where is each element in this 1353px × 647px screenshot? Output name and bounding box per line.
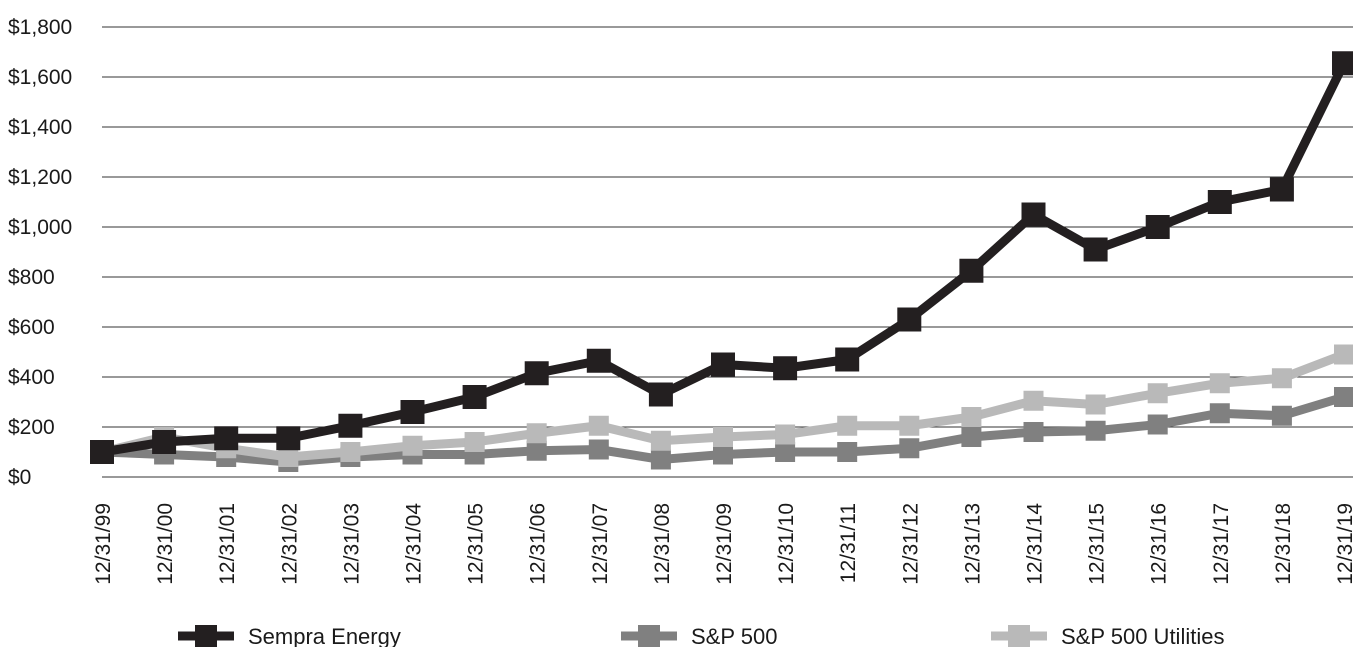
y-tick-label: $800 — [8, 266, 55, 289]
data-point — [1021, 202, 1046, 227]
y-tick-label: $1,200 — [8, 166, 72, 189]
data-point — [462, 385, 487, 409]
data-point — [961, 427, 982, 447]
data-point — [775, 442, 796, 462]
y-tick-label: $1,400 — [8, 116, 72, 139]
x-tick-label: 12/31/08 — [651, 503, 674, 585]
data-point — [837, 442, 858, 462]
data-point — [650, 449, 671, 470]
data-point — [650, 430, 671, 451]
legend-item: S&P 500 Utilities — [991, 624, 1224, 647]
legend-item: Sempra Energy — [178, 624, 401, 647]
data-point — [1332, 51, 1353, 76]
data-point — [835, 347, 860, 372]
legend-swatch-marker — [1008, 625, 1030, 647]
y-tick-label: $600 — [8, 316, 55, 339]
x-tick-label: 12/31/99 — [92, 503, 115, 585]
data-point — [586, 348, 611, 373]
data-point — [837, 415, 858, 436]
data-point — [340, 442, 361, 462]
y-tick-label: $1,000 — [8, 216, 72, 239]
x-tick-label: 12/31/13 — [961, 503, 984, 585]
x-tick-label: 12/31/15 — [1086, 503, 1109, 585]
data-point — [464, 432, 485, 452]
y-tick-label: $1,800 — [8, 16, 72, 39]
data-point — [1271, 368, 1292, 389]
data-point — [1023, 390, 1044, 411]
x-tick-label: 12/31/03 — [340, 503, 363, 585]
x-tick-label: 12/31/01 — [216, 503, 239, 585]
x-tick-label: 12/31/06 — [527, 503, 550, 585]
x-tick-label: 12/31/02 — [278, 503, 301, 585]
x-tick-label: 12/31/07 — [589, 503, 612, 585]
x-tick-label: 12/31/12 — [899, 503, 922, 585]
data-point — [526, 440, 547, 461]
x-tick-label: 12/31/04 — [403, 503, 426, 585]
x-tick-label: 12/31/14 — [1024, 503, 1047, 585]
x-tick-label: 12/31/16 — [1148, 503, 1171, 585]
data-point — [899, 415, 920, 436]
data-point — [276, 426, 301, 451]
data-point — [588, 415, 609, 436]
x-tick-label: 12/31/00 — [154, 503, 177, 585]
data-point — [1083, 237, 1108, 262]
legend-item: S&P 500 — [621, 624, 777, 647]
data-point — [897, 307, 922, 332]
legend-label: S&P 500 Utilities — [1061, 624, 1224, 647]
data-point — [1209, 403, 1230, 424]
legend-label: S&P 500 — [691, 624, 777, 647]
data-point — [959, 258, 984, 283]
data-point — [775, 424, 796, 445]
data-point — [1334, 387, 1353, 407]
data-point — [90, 440, 114, 464]
data-point — [899, 438, 920, 459]
x-tick-label: 12/31/10 — [775, 503, 798, 585]
data-point — [1085, 420, 1106, 441]
legend-swatch-marker — [638, 625, 660, 647]
data-point — [400, 400, 425, 424]
y-tick-label: $400 — [8, 366, 55, 389]
x-tick-label: 12/31/19 — [1334, 503, 1353, 585]
x-tick-label: 12/31/18 — [1272, 503, 1295, 585]
data-point — [588, 439, 609, 460]
data-point — [1209, 373, 1230, 394]
data-point — [1147, 383, 1168, 404]
data-point — [524, 361, 549, 386]
data-point — [1269, 177, 1294, 202]
data-point — [1023, 422, 1044, 442]
data-point — [648, 382, 673, 407]
y-tick-label: $200 — [8, 416, 55, 439]
x-tick-label: 12/31/09 — [713, 503, 736, 585]
data-point — [402, 435, 423, 456]
y-tick-label: $1,600 — [8, 66, 72, 89]
x-tick-label: 12/31/05 — [465, 503, 488, 585]
data-point — [711, 352, 735, 377]
data-point — [1334, 344, 1353, 365]
x-tick-label: 12/31/11 — [837, 503, 860, 583]
data-point — [1145, 215, 1170, 239]
data-point — [152, 430, 177, 454]
legend-label: Sempra Energy — [248, 624, 401, 647]
data-point — [278, 447, 299, 467]
series-sempra-energy — [90, 51, 1353, 464]
data-point — [214, 426, 239, 451]
data-point — [961, 407, 982, 427]
data-point — [713, 444, 733, 465]
legend-swatch-marker — [195, 625, 217, 647]
data-point — [713, 427, 733, 447]
data-point — [1085, 394, 1106, 415]
data-point — [1147, 414, 1168, 435]
data-point — [338, 413, 363, 438]
data-point — [1271, 405, 1292, 426]
data-point — [1207, 190, 1232, 214]
data-point — [526, 423, 547, 444]
x-tick-label: 12/31/17 — [1210, 503, 1233, 585]
data-point — [773, 356, 798, 381]
y-tick-label: $0 — [8, 466, 31, 489]
